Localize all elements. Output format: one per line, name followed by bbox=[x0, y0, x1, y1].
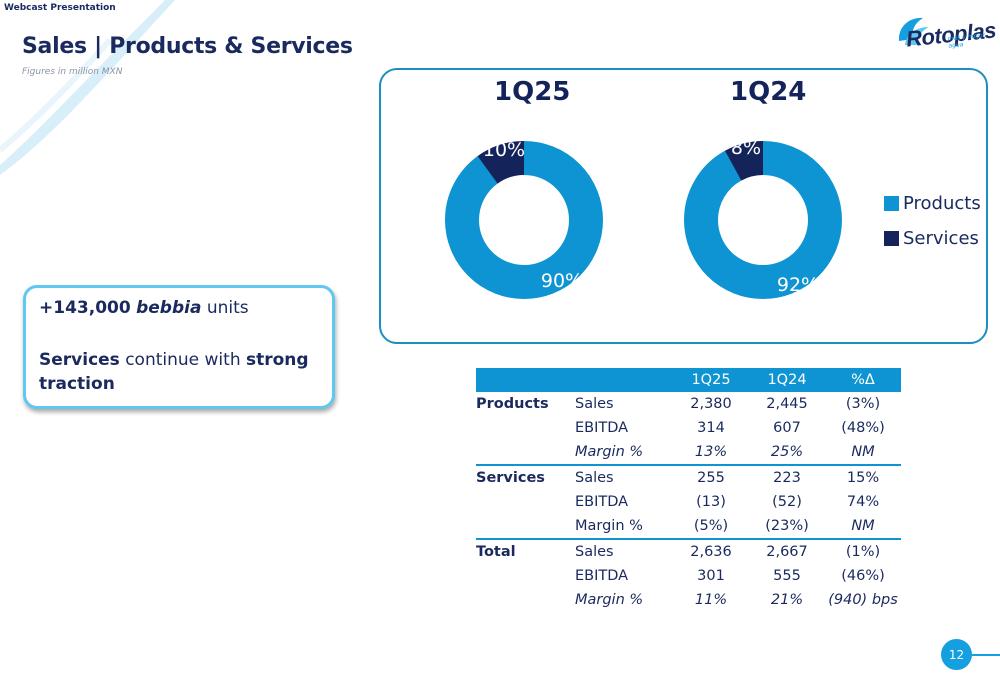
legend-swatch-products bbox=[884, 196, 899, 211]
table-header-row: 1Q25 1Q24 %Δ bbox=[476, 368, 901, 392]
value-cell: 2,380 bbox=[690, 396, 732, 412]
table-header-cell: 1Q25 bbox=[673, 368, 749, 392]
group-label: Services bbox=[476, 464, 575, 490]
legend-label-products: Products bbox=[903, 193, 981, 214]
metric-label: Margin % bbox=[575, 518, 643, 534]
donut-slice-products bbox=[445, 141, 603, 299]
table-row: Total Sales 2,636 2,667 (1%) bbox=[476, 538, 901, 564]
value-cell: 21% bbox=[770, 592, 804, 608]
value-cell: 555 bbox=[773, 568, 801, 584]
metric-label: Margin % bbox=[575, 444, 644, 460]
metric-label: Sales bbox=[575, 464, 673, 490]
value-cell: (23%) bbox=[765, 518, 809, 534]
table-header-cell bbox=[575, 368, 673, 392]
traction-middle: continue with bbox=[125, 350, 241, 370]
table-header-cell: %Δ bbox=[825, 368, 901, 392]
donut-label-products: 92% bbox=[777, 274, 819, 296]
traction-bold: strong traction bbox=[39, 350, 309, 394]
donut-slice-services bbox=[684, 141, 842, 299]
table-row: EBITDA 314 607 (48%) bbox=[476, 416, 901, 440]
value-cell: 2,667 bbox=[749, 538, 825, 564]
delta-cell: NM bbox=[851, 518, 875, 534]
donut-label-services: 8% bbox=[731, 137, 761, 159]
units-suffix: units bbox=[206, 298, 249, 318]
delta-cell: (46%) bbox=[841, 568, 885, 584]
table-header-cell bbox=[476, 368, 575, 392]
donut-slice-products bbox=[684, 141, 842, 299]
table-row: Margin % (5%) (23%) NM bbox=[476, 514, 901, 539]
table-row: Margin % 13% 25% NM bbox=[476, 440, 901, 465]
legend-label-services: Services bbox=[903, 228, 979, 249]
value-cell: (5%) bbox=[693, 518, 729, 534]
table-row: Products Sales 2,380 2,445 (3%) bbox=[476, 392, 901, 416]
metric-label: Sales bbox=[575, 396, 614, 412]
delta-cell: 15% bbox=[825, 464, 901, 490]
value-cell: 25% bbox=[770, 444, 804, 460]
rotoplas-logo-icon bbox=[898, 17, 929, 45]
value-cell: (52) bbox=[772, 494, 802, 510]
traction-lead: Services bbox=[39, 350, 120, 370]
delta-cell: (1%) bbox=[825, 538, 901, 564]
delta-cell: NM bbox=[851, 444, 875, 460]
page-subtitle: Figures in million MXN bbox=[22, 67, 123, 77]
metric-label: EBITDA bbox=[575, 494, 629, 510]
donut-slice-services bbox=[445, 141, 603, 299]
units-highlight: +143,000 bebbia units bbox=[39, 298, 249, 318]
value-cell: 314 bbox=[697, 420, 725, 436]
value-cell: 2,445 bbox=[766, 396, 808, 412]
table-row: EBITDA 301 555 (46%) bbox=[476, 564, 901, 588]
value-cell: 255 bbox=[673, 464, 749, 490]
group-label: Total bbox=[476, 538, 575, 564]
metric-label: EBITDA bbox=[575, 420, 629, 436]
table-row: Services Sales 255 223 15% bbox=[476, 464, 901, 490]
donut-label-products: 90% bbox=[541, 270, 583, 292]
table-row: Margin % 11% 21% (940) bps bbox=[476, 588, 901, 612]
metric-label: EBITDA bbox=[575, 568, 629, 584]
metric-label: Sales bbox=[575, 538, 673, 564]
delta-cell: (48%) bbox=[841, 420, 885, 436]
section-label: Webcast Presentation bbox=[4, 3, 116, 13]
donut-label-services: 10% bbox=[483, 139, 525, 161]
decorative-swoosh bbox=[0, 0, 175, 175]
table-row: EBITDA (13) (52) 74% bbox=[476, 490, 901, 514]
legend-swatch-services bbox=[884, 231, 899, 246]
financial-table: 1Q25 1Q24 %Δ Products Sales 2,380 2,445 … bbox=[476, 368, 901, 612]
value-cell: 11% bbox=[694, 592, 728, 608]
delta-cell: (940) bps bbox=[828, 592, 898, 608]
delta-cell: 74% bbox=[846, 494, 880, 510]
traction-highlight: Services continue with strong traction bbox=[39, 348, 319, 396]
value-cell: 2,636 bbox=[673, 538, 749, 564]
chart-title-1q25: 1Q25 bbox=[494, 77, 571, 107]
value-cell: (13) bbox=[696, 494, 726, 510]
value-cell: 223 bbox=[749, 464, 825, 490]
units-brand: bebbia bbox=[136, 298, 202, 318]
legend-item-services: Services bbox=[884, 228, 979, 249]
metric-label: Margin % bbox=[575, 592, 644, 608]
highlight-callout: +143,000 bebbia units Services continue … bbox=[23, 285, 335, 409]
value-cell: 607 bbox=[773, 420, 801, 436]
page-number: 12 bbox=[941, 639, 972, 670]
legend-item-products: Products bbox=[884, 193, 981, 214]
units-number: +143,000 bbox=[39, 298, 131, 318]
value-cell: 13% bbox=[694, 444, 728, 460]
delta-cell: (3%) bbox=[845, 396, 881, 412]
page-title: Sales | Products & Services bbox=[22, 34, 353, 59]
chart-title-1q24: 1Q24 bbox=[730, 77, 807, 107]
page-number-line bbox=[972, 654, 1000, 656]
table-header-cell: 1Q24 bbox=[749, 368, 825, 392]
group-label: Products bbox=[476, 396, 549, 412]
value-cell: 301 bbox=[697, 568, 725, 584]
